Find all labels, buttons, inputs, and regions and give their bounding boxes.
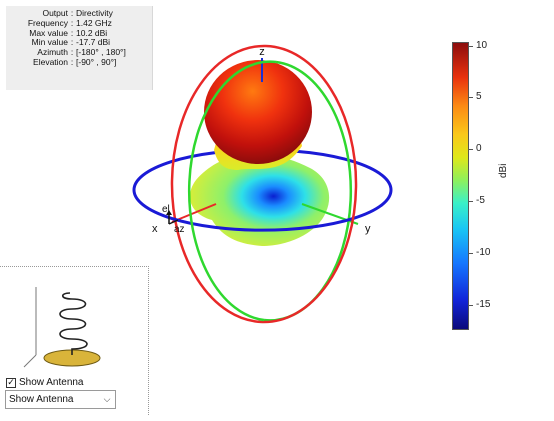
elevation-ring-red-front	[261, 44, 358, 324]
azimuth-label: Azimuth	[37, 47, 68, 58]
info-row-elevation: Elevation : [-90° , 90°]	[6, 56, 152, 68]
antenna-display-dropdown[interactable]: Show Antenna ⌵	[5, 390, 116, 409]
el-arrow-head	[166, 210, 172, 215]
output-label: Output	[42, 8, 68, 18]
max-value: 10.2 dBi	[76, 27, 108, 38]
x-axis-line	[171, 203, 217, 223]
colorbar-tick	[469, 97, 473, 98]
info-separator: :	[70, 37, 74, 48]
colorbar-unit-label: dBi	[498, 163, 509, 178]
antenna-frame-diagonal	[23, 354, 37, 368]
elevation-ring-green-front	[187, 60, 277, 322]
colorbar-tick	[469, 253, 473, 254]
info-separator: :	[70, 27, 74, 38]
elevation-label: Elevation	[33, 56, 68, 67]
elevation-ring-red-back	[170, 44, 267, 324]
info-row-max: Max value : 10.2 dBi	[6, 27, 152, 39]
output-value: Directivity	[76, 8, 113, 18]
elevation-value: [-90° , 90°]	[76, 56, 117, 67]
info-row-frequency: Frequency : 1.42 GHz	[6, 17, 152, 29]
min-value-label: Min value	[31, 37, 68, 48]
antenna-preview-panel	[0, 266, 149, 415]
pattern-bottom-lobe	[189, 155, 330, 246]
y-axis-label: y	[365, 223, 371, 235]
info-row-min: Min value : -17.7 dBi	[6, 38, 152, 48]
colorbar-tick-label: -15	[476, 299, 491, 310]
az-arrow	[168, 219, 179, 225]
azimuth-ring-front	[132, 189, 393, 232]
elevation-angle-label: el	[162, 204, 170, 215]
colorbar-tick-label: -5	[476, 195, 485, 206]
azimuth-angle-label: az	[174, 224, 185, 235]
z-axis-label: z	[259, 46, 265, 58]
info-row-output: Output : Directivity	[6, 8, 152, 19]
colorbar-tick	[469, 305, 473, 306]
info-separator: :	[70, 17, 74, 28]
colorbar	[452, 42, 469, 330]
info-separator: :	[70, 8, 74, 18]
checkbox-checked-icon[interactable]: ✓	[6, 377, 16, 388]
colorbar-tick-label: 0	[476, 143, 482, 154]
colorbar-tick-label: 10	[476, 40, 488, 51]
dropdown-selected-value: Show Antenna	[9, 394, 74, 405]
info-panel: Output : Directivity Frequency : 1.42 GH…	[6, 6, 153, 90]
azimuth-value: [-180° , 180°]	[76, 47, 126, 58]
colorbar-tick	[469, 46, 473, 47]
colorbar-tick-label: -10	[476, 247, 491, 258]
chevron-down-icon[interactable]: ⌵	[103, 394, 111, 404]
info-separator: :	[70, 56, 74, 67]
pattern-top-lobe	[204, 60, 312, 164]
helix-coil	[59, 292, 88, 355]
colorbar-tick	[469, 149, 473, 150]
show-antenna-checkbox[interactable]: ✓ Show Antenna	[6, 377, 84, 388]
info-row-azimuth: Azimuth : [-180° , 180°]	[6, 47, 152, 58]
frequency-value: 1.42 GHz	[76, 17, 112, 28]
show-antenna-label: Show Antenna	[19, 377, 84, 388]
min-value: -17.7 dBi	[76, 37, 111, 48]
helix-antenna-icon	[23, 287, 101, 368]
frequency-label: Frequency	[27, 17, 68, 28]
x-axis-label: x	[152, 223, 158, 235]
colorbar-tick-label: 5	[476, 91, 482, 102]
max-value-label: Max value	[29, 27, 68, 38]
colorbar-tick	[469, 201, 473, 202]
info-separator: :	[70, 47, 74, 58]
